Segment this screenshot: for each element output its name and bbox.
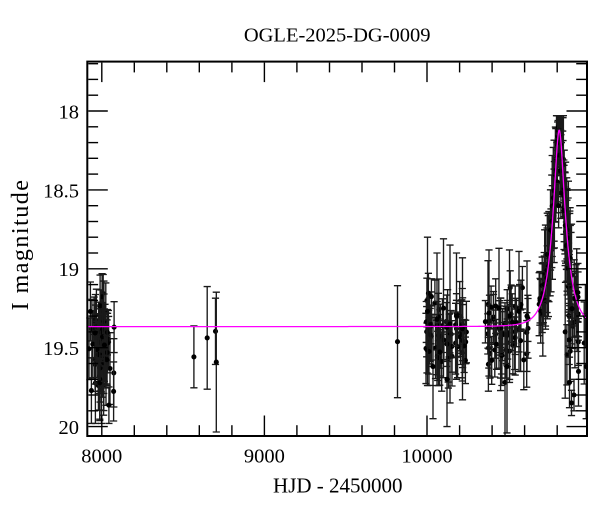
svg-text:8000: 8000 [81,446,122,468]
svg-text:20: 20 [59,417,80,439]
svg-text:19: 19 [59,259,80,281]
svg-text:OGLE-2025-DG-0009: OGLE-2025-DG-0009 [244,25,431,47]
svg-text:18: 18 [59,101,80,123]
svg-text:18.5: 18.5 [43,180,79,202]
svg-text:I magnitude: I magnitude [8,179,34,311]
svg-text:19.5: 19.5 [43,338,79,360]
svg-text:10000: 10000 [401,446,452,468]
svg-text:HJD - 2450000: HJD - 2450000 [273,474,403,498]
svg-text:9000: 9000 [244,446,285,468]
